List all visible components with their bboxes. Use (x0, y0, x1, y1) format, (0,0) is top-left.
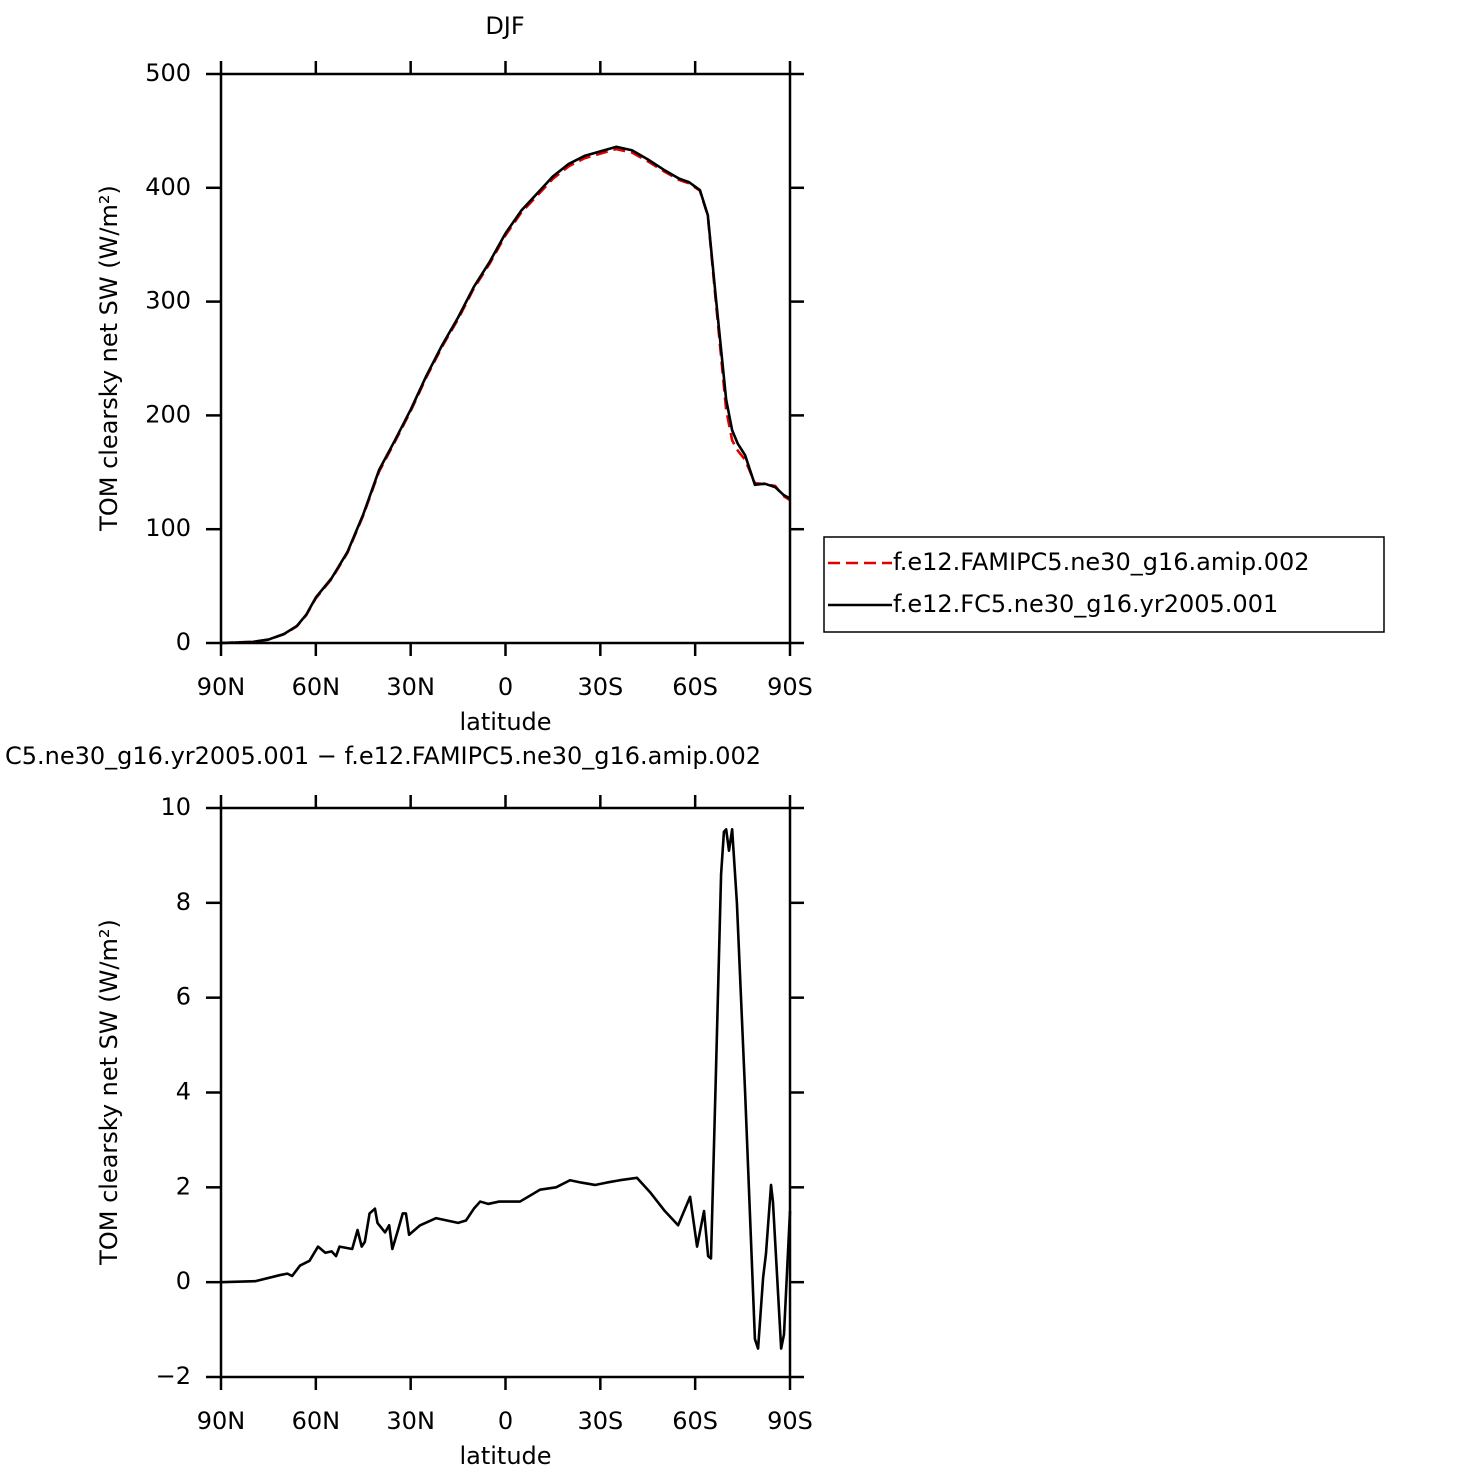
legend-box (823, 536, 1385, 633)
y-tick-label: 2 (176, 1172, 191, 1200)
x-tick-label: 90N (197, 673, 246, 701)
plot-frame (219, 72, 792, 645)
x-tick-label: 90S (767, 673, 813, 701)
x-tick-label: 0 (498, 1407, 513, 1435)
x-tick-label: 30S (577, 673, 623, 701)
x-tick-label: 60S (672, 1407, 718, 1435)
legend-label: f.e12.FAMIPC5.ne30_g16.amip.002 (893, 548, 1310, 576)
data-line (220, 147, 791, 645)
plot-frame (219, 806, 792, 1379)
x-tick-label: 90S (767, 1407, 813, 1435)
chart-title: DJF (485, 12, 524, 40)
x-tick-label: 30N (386, 673, 435, 701)
x-tick-label: 0 (498, 673, 513, 701)
x-tick-label: 30S (577, 1407, 623, 1435)
y-tick-label: 300 (145, 287, 191, 315)
data-line (220, 145, 791, 645)
x-tick-label: 60N (292, 673, 341, 701)
y-tick-label: 200 (145, 400, 191, 428)
y-tick-label: 500 (145, 59, 191, 87)
y-tick-label: 0 (176, 1267, 191, 1295)
y-tick-label: 4 (176, 1078, 191, 1106)
x-tick-label: 60N (292, 1407, 341, 1435)
legend-label: f.e12.FC5.ne30_g16.yr2005.001 (893, 590, 1278, 618)
chart-title: C5.ne30_g16.yr2005.001 − f.e12.FAMIPC5.n… (5, 742, 761, 770)
x-tick-label: 90N (197, 1407, 246, 1435)
data-line (220, 828, 792, 1350)
y-axis-label: TOM clearsky net SW (W/m²) (95, 919, 123, 1266)
y-tick-label: 6 (176, 983, 191, 1011)
x-axis-label: latitude (459, 1442, 551, 1470)
y-axis-label: TOM clearsky net SW (W/m²) (95, 185, 123, 532)
x-tick-label: 60S (672, 673, 718, 701)
x-tick-label: 30N (386, 1407, 435, 1435)
y-tick-label: 400 (145, 173, 191, 201)
x-axis-label: latitude (459, 708, 551, 736)
y-tick-label: 100 (145, 514, 191, 542)
y-tick-label: 10 (160, 793, 191, 821)
y-tick-label: 0 (176, 628, 191, 656)
y-tick-label: 8 (176, 888, 191, 916)
y-tick-label: −2 (156, 1362, 191, 1390)
